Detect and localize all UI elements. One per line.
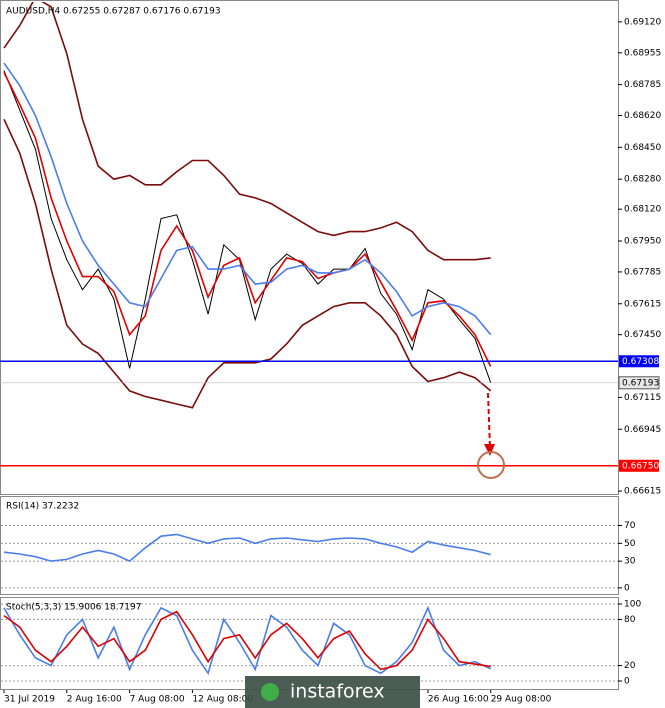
level-label: 0.66750 <box>622 461 659 471</box>
series-line <box>3 610 491 671</box>
level-label: 0.67308 <box>622 357 659 367</box>
arrow-head <box>484 444 495 456</box>
y-tick-label: 50 <box>624 539 636 549</box>
y-tick-label: 100 <box>624 600 641 610</box>
x-tick-label: 31 Jul 2019 <box>4 695 55 705</box>
y-tick-label: 30 <box>624 557 636 567</box>
rsi-pane <box>0 496 619 595</box>
y-tick-label: 0.68620 <box>624 111 661 121</box>
y-tick-label: 0.66945 <box>624 425 661 435</box>
watermark-logo <box>261 683 279 701</box>
current-price-box <box>618 376 660 390</box>
x-tick-label: 29 Aug 08:00 <box>491 695 552 705</box>
plot-area <box>3 533 491 563</box>
y-tick-label: 80 <box>624 615 636 625</box>
series-line <box>3 70 492 383</box>
level-label-box <box>619 355 659 368</box>
y-tick-label: 0.67950 <box>624 237 661 247</box>
y-tick-label: 0.66615 <box>624 487 661 497</box>
y-tick-label: 0.69120 <box>624 17 661 27</box>
y-tick-label: 0.67785 <box>624 267 661 277</box>
plot-area <box>3 605 492 676</box>
pane-title: AUDUSD,H4 0.67255 0.67287 0.67176 0.6719… <box>6 7 221 17</box>
price-pane <box>0 0 619 495</box>
y-tick-label: 0.67115 <box>624 393 661 403</box>
y-tick-label: 0.68785 <box>624 80 661 90</box>
series-line <box>3 2 491 261</box>
y-tick-label: 20 <box>624 661 636 671</box>
x-tick-label: 2 Aug 16:00 <box>67 695 122 705</box>
series-line <box>3 533 491 563</box>
series-line <box>3 605 492 676</box>
level-label-box <box>619 459 659 472</box>
forecast-arrow <box>487 392 491 449</box>
series-line <box>3 62 492 336</box>
y-tick-label: 0.68955 <box>624 48 661 58</box>
y-tick-label: 70 <box>624 521 636 531</box>
x-tick-label: 12 Aug 08:00 <box>192 695 253 705</box>
x-tick-label: 7 Aug 08:00 <box>130 695 185 705</box>
pane-title: Stoch(5,3,3) 15.9006 18.7197 <box>6 603 141 613</box>
series-line <box>3 72 492 367</box>
pane-title: RSI(14) 37.2232 <box>6 502 79 512</box>
y-tick-label: 0.68120 <box>624 205 661 215</box>
y-tick-label: 0.68450 <box>624 143 661 153</box>
current-price-label: 0.67193 <box>622 378 659 388</box>
watermark: instaforex <box>290 681 385 703</box>
y-tick-label: 0 <box>624 676 630 686</box>
y-tick-label: 0 <box>624 583 630 593</box>
y-tick-label: 0.67450 <box>624 330 661 340</box>
x-tick-label: 26 Aug 16:00 <box>428 695 489 705</box>
target-circle <box>477 451 505 479</box>
y-tick-label: 0.68280 <box>624 175 661 185</box>
y-tick-label: 0.67615 <box>624 299 661 309</box>
